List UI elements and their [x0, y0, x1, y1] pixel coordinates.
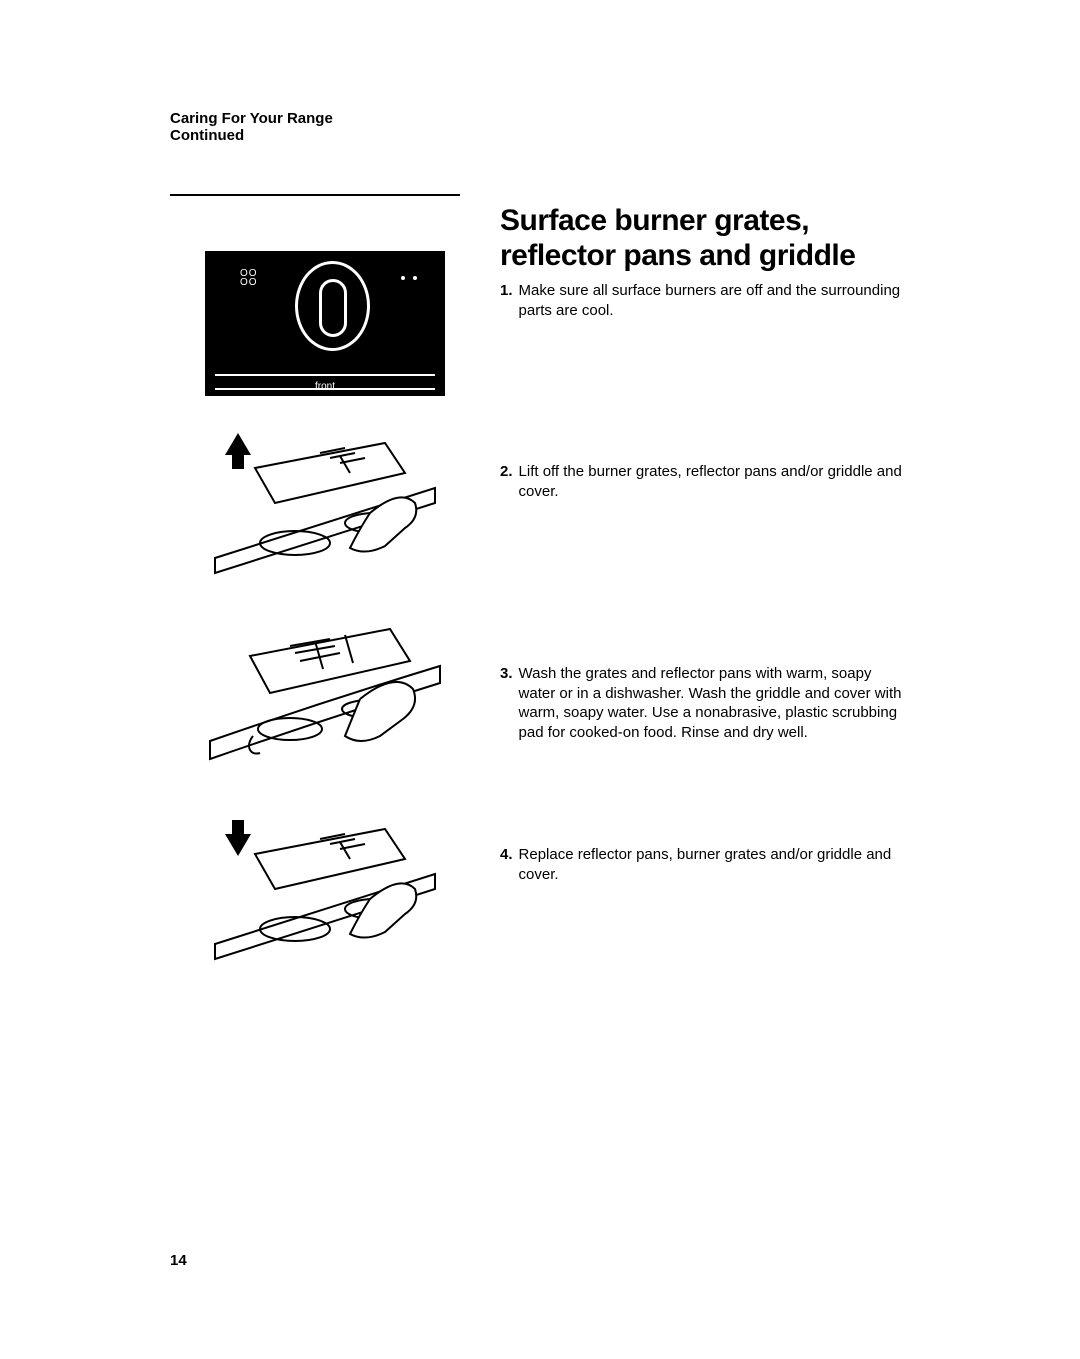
cooktop-top-diagram: OOOO front — [205, 251, 445, 396]
page-number: 14 — [170, 1252, 187, 1269]
step-number: 3. — [500, 664, 513, 742]
front-label: front — [315, 381, 335, 392]
cooktop-hands-replace-icon — [205, 814, 445, 979]
manual-page: Caring For Your Range Continued OOOO — [0, 0, 1080, 1359]
step-text: Replace reflector pans, burner grates an… — [519, 845, 910, 884]
cooktop-icon: OOOO front — [205, 251, 445, 396]
control-dot-icon — [413, 276, 417, 280]
illustration-column: OOOO front — [170, 194, 460, 1007]
cooktop-hands-wash-icon — [205, 621, 445, 786]
instruction-list: 1. Make sure all surface burners are off… — [500, 281, 910, 884]
list-item: 2. Lift off the burner grates, reflector… — [500, 462, 910, 501]
wash-grate-illustration — [205, 621, 445, 786]
lift-grate-illustration — [205, 428, 445, 593]
replace-grate-illustration — [205, 814, 445, 979]
step-text: Lift off the burner grates, reflector pa… — [519, 462, 910, 501]
griddle-oval-icon — [295, 261, 370, 351]
header-title: Caring For Your Range — [170, 110, 910, 127]
front-bar-icon: front — [215, 374, 435, 390]
step-number: 4. — [500, 845, 513, 884]
page-header: Caring For Your Range Continued — [170, 110, 910, 144]
step-text: Make sure all surface burners are off an… — [519, 281, 910, 320]
burner-dots-icon: OOOO — [240, 269, 258, 287]
cooktop-hands-lift-icon — [205, 428, 445, 593]
text-column: Surface burner grates, reflector pans an… — [500, 194, 910, 1007]
title-line-1: Surface burner grates, — [500, 204, 809, 237]
step-text: Wash the grates and reflector pans with … — [519, 664, 910, 742]
section-divider — [170, 194, 460, 196]
content-columns: OOOO front — [170, 194, 910, 1007]
control-dot-icon — [401, 276, 405, 280]
header-continued: Continued — [170, 127, 910, 144]
title-line-2: reflector pans and griddle — [500, 239, 855, 272]
list-item: 1. Make sure all surface burners are off… — [500, 281, 910, 320]
list-item: 3. Wash the grates and reflector pans wi… — [500, 664, 910, 742]
step-number: 2. — [500, 462, 513, 501]
section-title: Surface burner grates, reflector pans an… — [500, 204, 910, 273]
list-item: 4. Replace reflector pans, burner grates… — [500, 845, 910, 884]
step-number: 1. — [500, 281, 513, 320]
